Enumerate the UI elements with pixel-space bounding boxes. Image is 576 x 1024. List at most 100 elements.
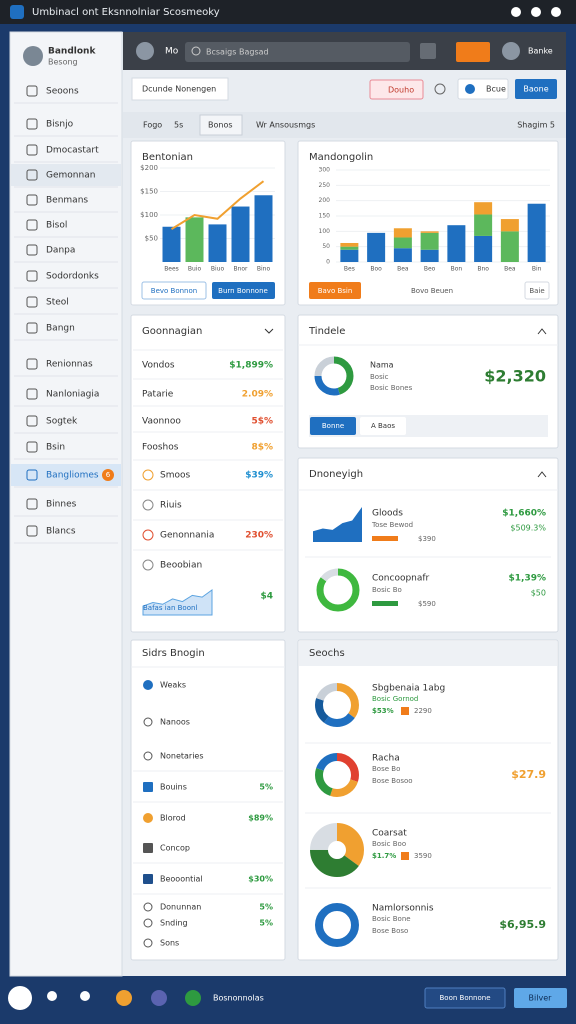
- avatar: [136, 42, 154, 60]
- item-right2: $509.3%: [510, 524, 546, 533]
- tab[interactable]: Bonos: [208, 121, 233, 130]
- donut-segment: [310, 823, 364, 877]
- sidebar-item[interactable]: Blancs: [46, 527, 76, 537]
- sidebar-item[interactable]: Bangn: [46, 324, 75, 334]
- y-tick-label: 100: [319, 228, 331, 235]
- button[interactable]: [369, 79, 424, 100]
- row-icon: [142, 499, 154, 511]
- button-text: Bcue: [486, 85, 506, 94]
- sidebar-item[interactable]: Bisol: [46, 221, 67, 231]
- x-tick-label: Bea: [504, 266, 516, 273]
- header-button[interactable]: [456, 42, 490, 62]
- bottom-icon: [8, 986, 32, 1010]
- row-icon: [142, 469, 154, 481]
- sidebar-item[interactable]: Seoons: [46, 87, 79, 97]
- bar-segment: [500, 231, 519, 262]
- card: [297, 457, 559, 633]
- y-tick-label: $200: [140, 164, 158, 172]
- bar-segment: [340, 249, 359, 262]
- row-label: Nanoos: [160, 718, 190, 727]
- sidebar-item[interactable]: Steol: [46, 298, 69, 308]
- button[interactable]: [424, 987, 506, 1009]
- button[interactable]: [360, 417, 406, 435]
- card: [297, 140, 559, 306]
- donut-segment: [315, 903, 359, 947]
- sidebar-item[interactable]: Benmans: [46, 196, 88, 206]
- y-tick-label: 300: [319, 167, 331, 174]
- row-icon: [142, 559, 154, 571]
- item-extra: 2290: [414, 707, 432, 715]
- sidebar-item[interactable]: Bangliomes: [46, 471, 99, 481]
- sidebar-icon: [26, 144, 38, 156]
- sidebar-item[interactable]: Nanloniagia: [46, 390, 99, 400]
- sidebar: [9, 31, 123, 977]
- brand-avatar: [23, 46, 43, 66]
- row-label: Patarie: [142, 390, 174, 400]
- sidebar-item[interactable]: Binnes: [46, 500, 77, 510]
- button[interactable]: [309, 282, 361, 299]
- bar-segment: [420, 232, 439, 250]
- search-text: Bcsaigs Bagsad: [206, 48, 269, 57]
- tab[interactable]: 5s: [174, 121, 183, 130]
- toolbar-title: Dcunde Nonengen: [142, 85, 216, 94]
- sidebar-item[interactable]: Sodordonks: [46, 272, 99, 282]
- row-icon: [143, 813, 153, 823]
- search-box[interactable]: [185, 42, 410, 62]
- row-value: $1,899%: [229, 361, 273, 371]
- sidebar-icon: [26, 415, 38, 427]
- window-icon: [531, 7, 541, 17]
- tab[interactable]: Wr Ansousmgs: [256, 121, 315, 130]
- bar: [185, 217, 204, 262]
- bar-segment: [474, 214, 493, 236]
- x-tick-label: Bees: [164, 266, 179, 273]
- sidebar-item[interactable]: Danpa: [46, 246, 75, 256]
- card: [297, 639, 559, 961]
- donut-segment: [315, 753, 359, 797]
- tab[interactable]: Fogo: [143, 121, 162, 130]
- sidebar-item[interactable]: Bisnjo: [46, 120, 74, 130]
- bar: [162, 226, 181, 262]
- button-text: Baie: [529, 287, 544, 295]
- item-right: $1,660%: [502, 509, 546, 519]
- item-right: $6,95.9: [499, 918, 546, 931]
- row-label: Concop: [160, 844, 190, 853]
- button-icon: [465, 84, 475, 94]
- sidebar-item[interactable]: Gemonnan: [46, 171, 95, 181]
- sidebar-item[interactable]: Sogtek: [46, 417, 78, 427]
- row-icon: [143, 938, 153, 948]
- button[interactable]: [514, 988, 567, 1008]
- card-title: Tindele: [308, 326, 345, 337]
- bottom-icon: [47, 991, 57, 1001]
- bar-segment: [393, 237, 412, 249]
- button[interactable]: [310, 417, 356, 435]
- row-label: Beooontial: [160, 875, 203, 884]
- row-icon: [143, 874, 153, 884]
- button[interactable]: [141, 281, 207, 300]
- bottom-icon: [185, 990, 201, 1006]
- button-text[interactable]: Bovo Beuen: [411, 287, 453, 295]
- sidebar-item[interactable]: Bsin: [46, 443, 65, 453]
- card-title: Mandongolin: [309, 152, 373, 163]
- donut-segment: [315, 753, 359, 797]
- item-title: Namlorsonnis: [372, 904, 434, 914]
- row-icon: [143, 717, 153, 727]
- total-meta: Bosic Bones: [370, 384, 413, 392]
- button-text: Baone: [523, 85, 548, 94]
- meta-icon: [401, 852, 409, 860]
- sidebar-item[interactable]: Renionnas: [46, 360, 93, 370]
- sidebar-item[interactable]: Dmocastart: [46, 146, 99, 156]
- row-label: Snding: [160, 919, 188, 928]
- button[interactable]: [515, 79, 557, 99]
- header-label: Mo: [165, 47, 179, 57]
- row-icon: [142, 529, 154, 541]
- item-sub: Bose Bo: [372, 765, 400, 773]
- row-icon: [143, 918, 153, 928]
- button[interactable]: [457, 78, 509, 100]
- button[interactable]: [524, 281, 550, 300]
- button[interactable]: [212, 282, 275, 299]
- row-value: $89%: [248, 814, 273, 823]
- row-icon: [143, 782, 153, 792]
- bar: [231, 206, 250, 262]
